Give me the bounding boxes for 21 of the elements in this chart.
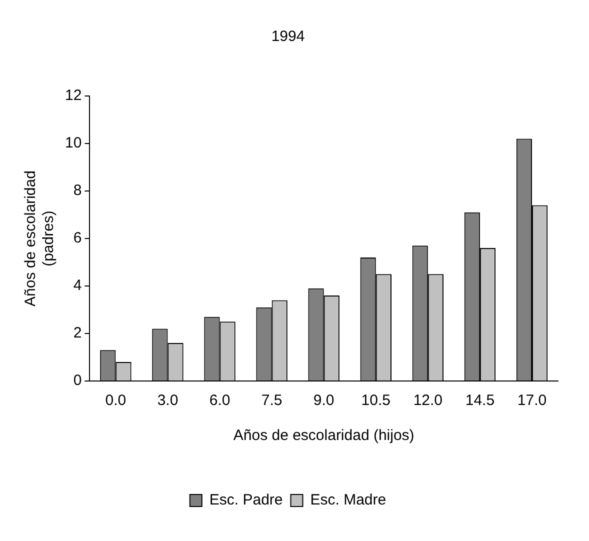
x-tick-label: 7.5 [261,392,282,410]
y-tick-label: 8 [73,182,82,200]
y-tick-label: 10 [64,134,82,152]
x-tick-label: 14.5 [465,392,495,410]
y-tick-label: 4 [73,277,82,294]
legend-label: Esc. Padre [209,492,283,509]
x-axis-title: Años de escolaridad (hijos) [233,427,414,444]
x-tick-label: 17.0 [517,392,547,410]
x-tick-label: 6.0 [209,392,230,410]
x-tick-label: 12.0 [413,392,443,410]
y-tick-label: 6 [73,230,82,247]
legend-label: Esc. Madre [310,492,386,509]
x-tick-label: 3.0 [157,392,178,410]
chart-title: 1994 [271,28,305,46]
y-tick-label: 12 [64,87,82,104]
x-tick-label: 0.0 [105,392,126,410]
x-tick-label: 9.0 [313,392,334,410]
y-tick-label: 2 [73,324,82,342]
y-axis-title: Años de escolaridad (padres) [22,170,58,306]
y-tick-label: 0 [73,372,82,390]
x-tick-label: 10.5 [361,392,390,410]
